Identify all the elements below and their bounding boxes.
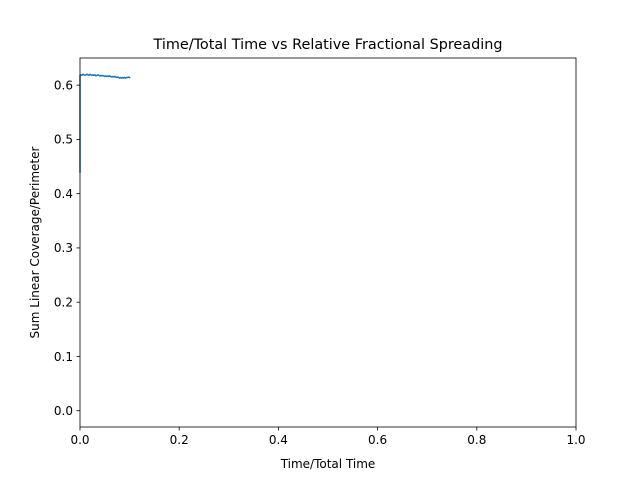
- x-tick-label: 0.2: [170, 433, 189, 447]
- y-tick-label: 0.2: [54, 295, 73, 309]
- y-tick-label: 0.3: [54, 241, 73, 255]
- x-axis-label: Time/Total Time: [280, 457, 376, 471]
- y-tick-label: 0.0: [54, 404, 73, 418]
- x-axis-ticks: 0.0 0.2 0.4 0.6 0.8 1.0: [70, 427, 586, 447]
- chart-title: Time/Total Time vs Relative Fractional S…: [153, 37, 503, 53]
- y-axis-ticks: 0.0 0.1 0.2 0.3 0.4 0.5 0.6: [54, 78, 80, 418]
- y-tick-label: 0.4: [54, 187, 73, 201]
- y-tick-label: 0.6: [54, 78, 73, 92]
- series-line: [79, 73, 131, 173]
- x-tick-label: 0.0: [70, 433, 89, 447]
- x-tick-label: 0.4: [269, 433, 288, 447]
- y-tick-label: 0.5: [54, 133, 73, 147]
- y-axis-label: Sum Linear Coverage/Perimeter: [28, 146, 42, 338]
- x-tick-label: 1.0: [566, 433, 585, 447]
- plot-area: [79, 73, 131, 173]
- x-tick-label: 0.6: [368, 433, 387, 447]
- axes-frame: [79, 57, 577, 428]
- y-tick-label: 0.1: [54, 350, 73, 364]
- x-tick-label: 0.8: [467, 433, 486, 447]
